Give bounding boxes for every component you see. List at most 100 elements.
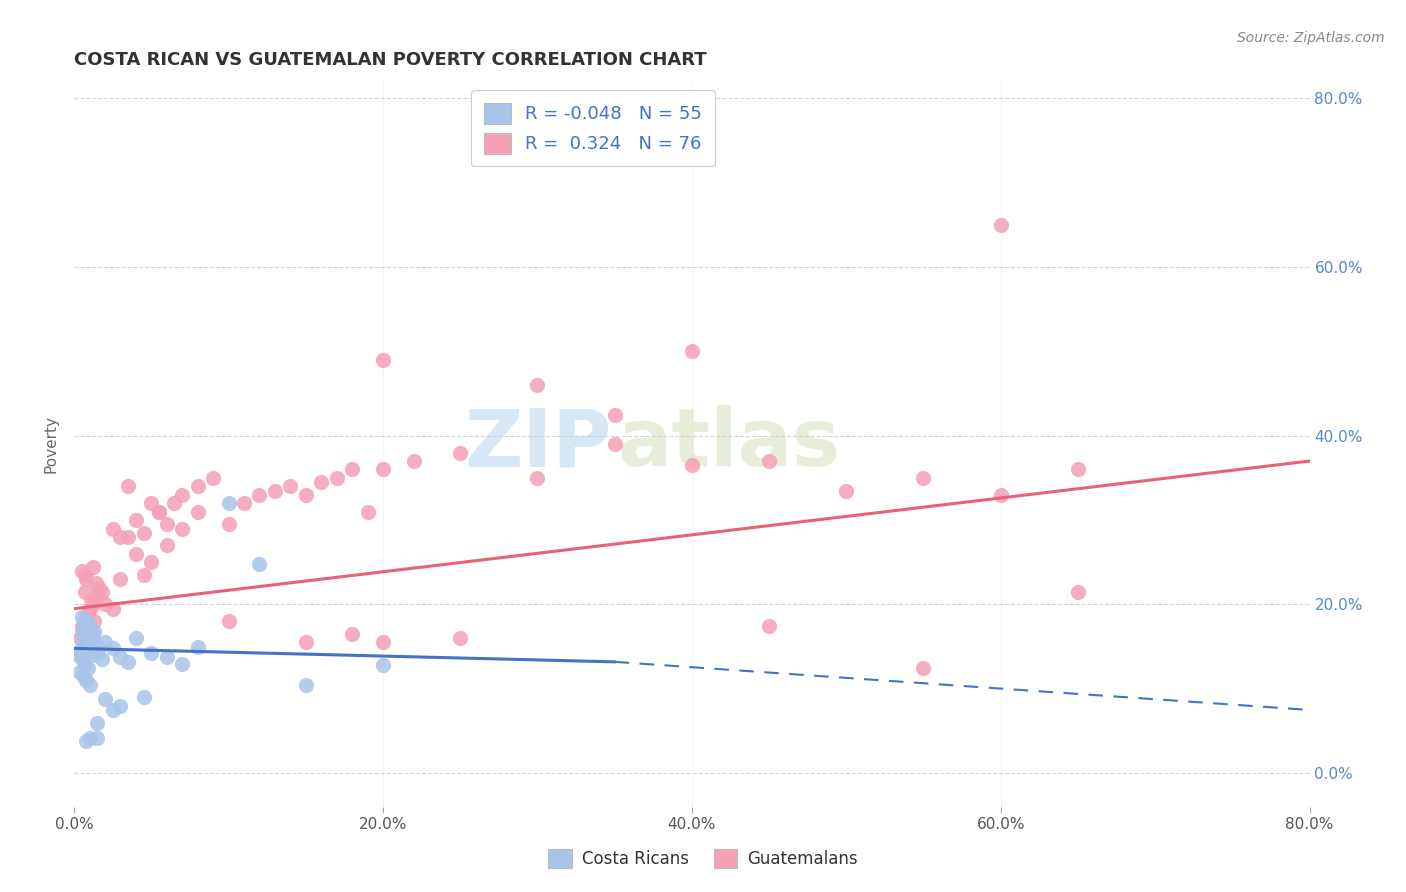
Point — [87, 581, 110, 595]
Point — [371, 462, 394, 476]
Point — [758, 618, 780, 632]
Point — [141, 496, 163, 510]
Point — [125, 547, 148, 561]
Point — [681, 458, 703, 473]
Point — [835, 483, 858, 498]
Point — [79, 623, 101, 637]
Point — [94, 598, 117, 612]
Point — [233, 496, 256, 510]
Point — [72, 647, 94, 661]
Point — [603, 408, 626, 422]
Point — [75, 572, 97, 586]
Point — [1067, 584, 1090, 599]
Text: Source: ZipAtlas.com: Source: ZipAtlas.com — [1237, 31, 1385, 45]
Point — [101, 601, 124, 615]
Point — [86, 589, 108, 603]
Point — [70, 564, 93, 578]
Point — [94, 635, 117, 649]
Point — [603, 437, 626, 451]
Point — [990, 488, 1012, 502]
Point — [340, 462, 363, 476]
Point — [75, 632, 97, 646]
Point — [132, 568, 155, 582]
Point — [132, 525, 155, 540]
Point — [172, 522, 194, 536]
Point — [82, 559, 104, 574]
Point — [73, 621, 96, 635]
Point — [72, 669, 94, 683]
Point — [79, 678, 101, 692]
Text: ZIP: ZIP — [464, 405, 612, 483]
Point — [86, 715, 108, 730]
Point — [125, 632, 148, 646]
Point — [309, 475, 332, 490]
Point — [163, 496, 186, 510]
Point — [70, 635, 93, 649]
Point — [101, 641, 124, 656]
Point — [101, 703, 124, 717]
Text: atlas: atlas — [617, 405, 841, 483]
Point — [148, 505, 170, 519]
Point — [77, 632, 100, 647]
Point — [90, 584, 112, 599]
Point — [75, 610, 97, 624]
Point — [371, 635, 394, 649]
Point — [84, 576, 107, 591]
Point — [1067, 462, 1090, 476]
Point — [70, 623, 93, 637]
Point — [449, 445, 471, 459]
Point — [80, 593, 103, 607]
Point — [75, 624, 97, 638]
Point — [73, 568, 96, 582]
Point — [73, 584, 96, 599]
Point — [247, 557, 270, 571]
Point — [247, 488, 270, 502]
Point — [132, 690, 155, 705]
Legend: Costa Ricans, Guatemalans: Costa Ricans, Guatemalans — [541, 843, 865, 875]
Point — [86, 644, 108, 658]
Point — [83, 624, 105, 639]
Point — [187, 479, 209, 493]
Point — [218, 615, 240, 629]
Point — [156, 517, 179, 532]
Point — [526, 378, 548, 392]
Point — [172, 488, 194, 502]
Point — [110, 649, 132, 664]
Point — [202, 471, 225, 485]
Point — [294, 488, 316, 502]
Point — [912, 471, 935, 485]
Point — [70, 610, 93, 624]
Point — [101, 522, 124, 536]
Point — [371, 352, 394, 367]
Point — [77, 661, 100, 675]
Point — [340, 627, 363, 641]
Point — [75, 637, 97, 651]
Point — [141, 555, 163, 569]
Point — [86, 731, 108, 745]
Point — [110, 698, 132, 713]
Point — [72, 627, 94, 641]
Point — [125, 513, 148, 527]
Point — [325, 471, 347, 485]
Point — [79, 601, 101, 615]
Point — [526, 471, 548, 485]
Point — [82, 629, 104, 643]
Point — [70, 618, 93, 632]
Point — [83, 615, 105, 629]
Point — [187, 640, 209, 654]
Point — [67, 648, 90, 662]
Point — [69, 644, 91, 658]
Point — [758, 454, 780, 468]
Point — [912, 661, 935, 675]
Point — [90, 652, 112, 666]
Point — [94, 692, 117, 706]
Point — [294, 635, 316, 649]
Point — [218, 496, 240, 510]
Point — [82, 640, 104, 654]
Point — [110, 530, 132, 544]
Point — [148, 505, 170, 519]
Point — [75, 673, 97, 688]
Y-axis label: Poverty: Poverty — [44, 415, 58, 473]
Point — [84, 648, 107, 662]
Point — [356, 505, 378, 519]
